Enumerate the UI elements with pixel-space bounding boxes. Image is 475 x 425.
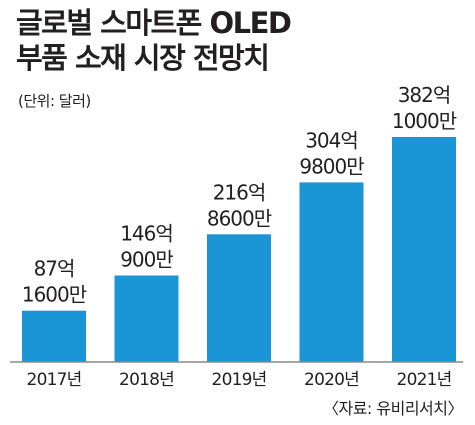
x-tick-label-3: 2019년 bbox=[212, 370, 267, 390]
value-label-1-line-2: 1600만 bbox=[22, 283, 87, 307]
value-label-3-line-1: 216억 bbox=[213, 180, 266, 204]
value-label-2-line-2: 900만 bbox=[120, 247, 173, 271]
value-label-5-line-1: 382억 bbox=[398, 83, 451, 107]
value-label-5-line-2: 1000만 bbox=[392, 109, 457, 133]
x-tick-label-2: 2018년 bbox=[119, 370, 174, 390]
value-label-4-line-2: 9800만 bbox=[299, 154, 364, 178]
x-tick-label-5: 2021년 bbox=[397, 370, 452, 390]
bar-5 bbox=[392, 137, 456, 362]
chart-title: 글로벌 스마트폰 OLED 부품 소재 시장 전망치 bbox=[16, 6, 292, 76]
title-line-2: 부품 소재 시장 전망치 bbox=[16, 41, 270, 75]
value-label-4-line-1: 304억 bbox=[305, 128, 358, 152]
unit-label: (단위: 달러) bbox=[18, 92, 91, 110]
value-label-2-line-1: 146억 bbox=[120, 221, 173, 245]
title-line-1: 글로벌 스마트폰 OLED bbox=[16, 6, 292, 40]
x-tick-label-4: 2020년 bbox=[304, 370, 359, 390]
bar-4 bbox=[299, 182, 364, 362]
bar-2 bbox=[114, 275, 179, 362]
source-note: 〈자료: 유비리서치〉 bbox=[322, 399, 464, 418]
bar-3 bbox=[207, 234, 271, 362]
x-tick-label-1: 2017년 bbox=[27, 370, 82, 390]
value-label-3-line-2: 8600만 bbox=[207, 206, 272, 230]
value-label-1-line-1: 87억 bbox=[34, 257, 75, 281]
bar-1 bbox=[22, 310, 86, 362]
